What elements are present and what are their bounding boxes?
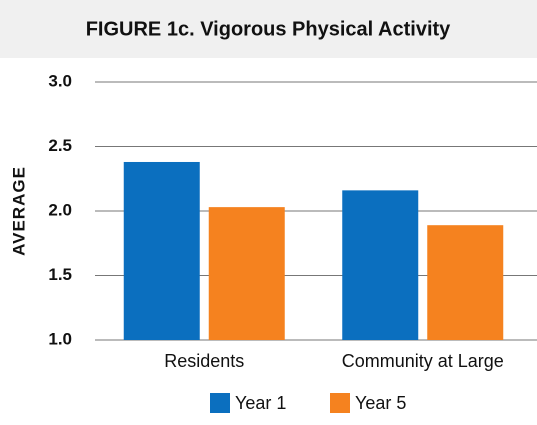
title-band [0, 0, 537, 58]
y-tick-label: 1.0 [48, 329, 72, 348]
bar [208, 207, 285, 340]
legend-label: Year 5 [355, 393, 406, 413]
legend-label: Year 1 [235, 393, 286, 413]
bar [342, 190, 419, 340]
bar [123, 161, 200, 340]
x-tick-label: Community at Large [342, 351, 504, 371]
y-tick-label: 2.5 [48, 136, 72, 155]
bar [427, 225, 504, 340]
chart-title: FIGURE 1c. Vigorous Physical Activity [86, 18, 451, 40]
x-tick-label: Residents [164, 351, 244, 371]
legend-swatch [330, 393, 350, 413]
legend-swatch [210, 393, 230, 413]
y-tick-label: 3.0 [48, 71, 72, 90]
y-axis-label: AVERAGE [9, 166, 28, 256]
y-tick-label: 1.5 [48, 265, 72, 284]
y-tick-label: 2.0 [48, 200, 72, 219]
